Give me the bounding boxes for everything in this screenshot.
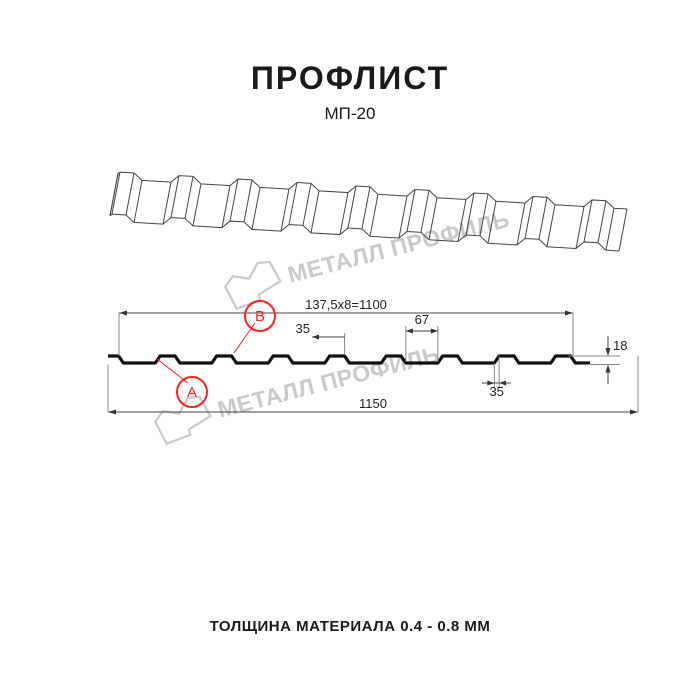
svg-text:35: 35 — [296, 321, 310, 336]
svg-text:67: 67 — [415, 312, 429, 327]
svg-text:137,5x8=1100: 137,5x8=1100 — [305, 297, 387, 312]
svg-text:1150: 1150 — [359, 396, 387, 411]
svg-text:18: 18 — [613, 338, 627, 353]
svg-text:A: A — [187, 384, 197, 401]
svg-text:B: B — [255, 308, 265, 325]
svg-text:35: 35 — [489, 384, 503, 399]
